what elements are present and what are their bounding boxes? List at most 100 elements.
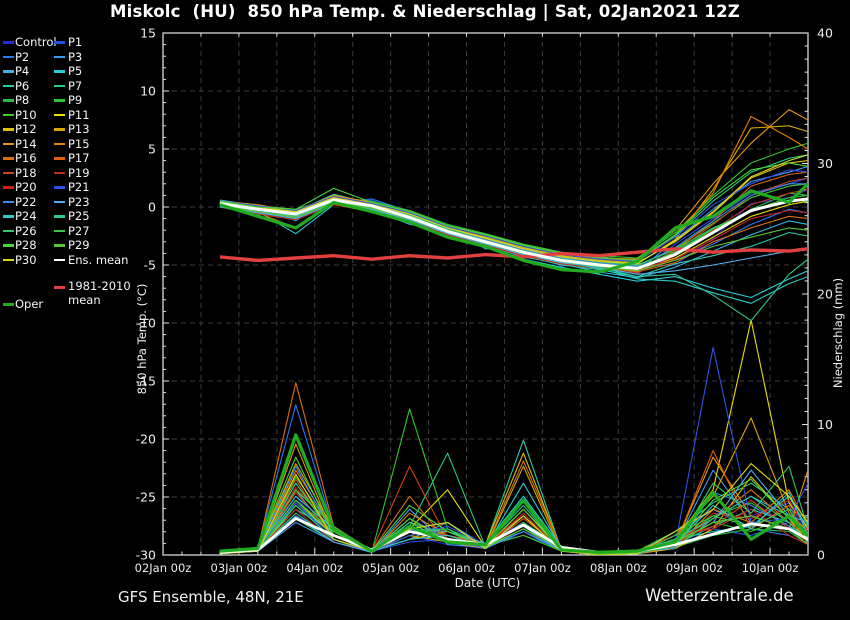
legend-label: P2 xyxy=(15,49,30,64)
legend-item-P9: P9 xyxy=(54,93,164,107)
member-precip-line-P13 xyxy=(219,417,808,555)
legend-label: P14 xyxy=(15,136,37,151)
x-tick-label: 03Jan 00z xyxy=(211,561,268,575)
legend-item-P4: P4 xyxy=(3,64,113,78)
legend-label: P22 xyxy=(15,194,37,209)
legend-label: P5 xyxy=(68,64,83,78)
model-info-text: GFS Ensemble, 48N, 21E xyxy=(118,588,304,606)
legend-label: P9 xyxy=(68,93,83,107)
legend-label: Ens. mean xyxy=(68,252,129,267)
legend-swatch-P18 xyxy=(3,171,14,175)
legend-swatch-P14 xyxy=(3,142,14,146)
legend-label: P6 xyxy=(15,78,30,93)
legend-label: P19 xyxy=(68,165,90,180)
legend-swatch-P29 xyxy=(54,244,65,247)
legend-item-P3: P3 xyxy=(54,50,164,64)
legend-label: P13 xyxy=(68,122,90,136)
ens-mean-temp-line xyxy=(219,197,808,270)
legend-item-P1: P1 xyxy=(54,35,164,49)
legend-swatch-P20 xyxy=(3,186,14,189)
legend-label: P25 xyxy=(68,209,90,223)
precip-tick-label: 40 xyxy=(817,26,833,41)
legend-item-P28: P28 xyxy=(3,238,113,252)
legend-item-P15: P15 xyxy=(54,137,164,151)
legend-item-Control: Control xyxy=(3,35,113,49)
legend-label: P10 xyxy=(15,107,37,122)
legend-item-P17: P17 xyxy=(54,151,164,165)
precip-tick-label: 10 xyxy=(817,417,833,432)
legend-swatch-P21 xyxy=(54,186,65,189)
legend-label: Oper xyxy=(15,297,44,311)
precip-tick-label: 0 xyxy=(817,548,825,563)
legend-label: P8 xyxy=(15,93,30,107)
temp-tick-label: -10 xyxy=(136,316,156,331)
legend-label: P4 xyxy=(15,64,30,78)
legend-item-P21: P21 xyxy=(54,180,164,194)
legend-swatch-P15 xyxy=(54,142,65,146)
temp-tick-label: -25 xyxy=(136,490,156,505)
precip-tick-label: 30 xyxy=(817,156,833,171)
legend-item-P14: P14 xyxy=(3,137,113,151)
legend-swatch-P25 xyxy=(54,215,65,218)
legend-label: Control xyxy=(15,35,57,49)
ens-mean-precip-line xyxy=(219,517,808,554)
legend-swatch-P1 xyxy=(54,41,65,44)
legend-swatch-P3 xyxy=(54,55,65,59)
legend-item-P23: P23 xyxy=(54,195,164,209)
legend-item-P20: P20 xyxy=(3,180,113,194)
member-temp-line-P23 xyxy=(219,202,808,275)
legend-swatch-P4 xyxy=(3,70,14,73)
temp-tick-label: -30 xyxy=(136,548,156,563)
x-axis-title: Date (UTC) xyxy=(455,576,521,590)
legend-item-P6: P6 xyxy=(3,79,113,93)
legend-item-P10: P10 xyxy=(3,108,113,122)
legend-item-P12: P12 xyxy=(3,122,113,136)
legend-swatch-P7 xyxy=(54,84,65,88)
oper-temp-line xyxy=(219,182,808,274)
temp-tick-label: 15 xyxy=(140,26,156,41)
x-tick-label: 05Jan 00z xyxy=(362,561,419,575)
legend-item-P19: P19 xyxy=(54,166,164,180)
legend-item-oper: Oper xyxy=(3,297,113,311)
legend-item-Ens. mean: Ens. mean xyxy=(54,253,164,267)
legend-label: P20 xyxy=(15,180,37,194)
temp-tick-label: 10 xyxy=(140,84,156,99)
legend-item-P29: P29 xyxy=(54,238,164,252)
x-tick-label: 09Jan 00z xyxy=(666,561,723,575)
legend-swatch-P13 xyxy=(54,128,65,131)
legend-swatch-P11 xyxy=(54,113,65,117)
legend-item-P5: P5 xyxy=(54,64,164,78)
legend-label: P18 xyxy=(15,165,37,180)
legend-item-P22: P22 xyxy=(3,195,113,209)
x-tick-label: 07Jan 00z xyxy=(514,561,571,575)
legend-swatch-P10 xyxy=(3,113,14,117)
legend-label: P21 xyxy=(68,180,90,194)
x-tick-label: 02Jan 00z xyxy=(135,561,192,575)
legend-swatch-P5 xyxy=(54,70,65,73)
series-group xyxy=(219,109,808,555)
legend-item-P2: P2 xyxy=(3,50,113,64)
legend-swatch-P17 xyxy=(54,157,65,160)
member-precip-line-P30 xyxy=(219,463,808,555)
legend-swatch-Ens. mean xyxy=(54,258,65,262)
legend-item-climate-mean: 1981-2010 mean xyxy=(54,279,164,308)
x-tick-label: 08Jan 00z xyxy=(590,561,647,575)
legend-item-P25: P25 xyxy=(54,209,164,223)
legend-swatch-P26 xyxy=(3,229,14,233)
legend-swatch-P16 xyxy=(3,157,14,160)
legend-label: P11 xyxy=(68,107,90,122)
legend-item-P27: P27 xyxy=(54,224,164,238)
legend-swatch-climate-mean xyxy=(54,286,65,289)
legend-item-P8: P8 xyxy=(3,93,113,107)
member-temp-line-P30 xyxy=(219,154,808,265)
legend-label: P29 xyxy=(68,238,90,252)
legend-label: P15 xyxy=(68,136,90,151)
legend-swatch-P22 xyxy=(3,200,14,204)
legend-label: P12 xyxy=(15,122,37,136)
legend: Control P1 P2 P3 P4 P5 P6 P7 P8 P9 P10 P11 P12 P13 P14… xyxy=(2,28,162,318)
legend-swatch-P30 xyxy=(3,258,14,262)
member-precip-line-P22 xyxy=(219,465,808,555)
legend-swatch-P28 xyxy=(3,244,14,247)
legend-swatch-oper xyxy=(3,303,14,306)
